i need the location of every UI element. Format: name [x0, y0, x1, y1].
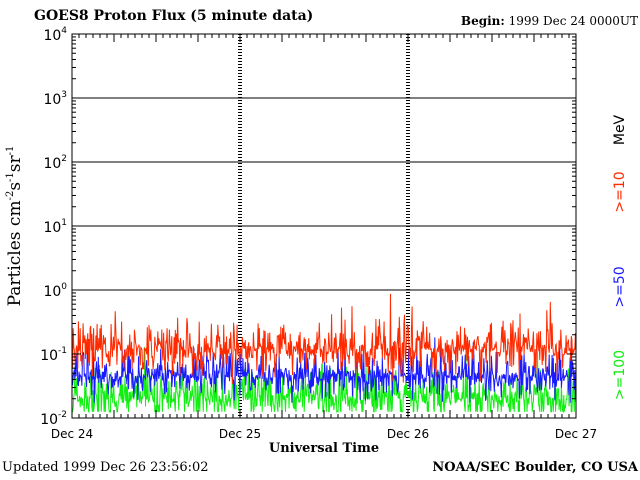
updated-label: Updated	[2, 460, 59, 475]
x-axis-label: Universal Time	[269, 441, 379, 456]
y-tick-label: 103	[43, 90, 67, 108]
updated-timestamp: Updated 1999 Dec 26 23:56:02	[2, 460, 209, 475]
credit-text: NOAA/SEC Boulder, CO USA	[432, 460, 638, 475]
y-tick-label: 10-2	[40, 410, 67, 428]
y-tick-label: 101	[43, 218, 67, 236]
y-axis-label: Particles cm-2s-1sr-1	[5, 146, 25, 307]
legend-label: >=10	[612, 171, 628, 212]
x-tick-label: Dec 25	[219, 427, 261, 441]
x-tick-label: Dec 24	[51, 427, 93, 441]
legend-label: >=50	[612, 266, 628, 307]
y-tick-label: 102	[43, 154, 67, 172]
x-tick-label: Dec 26	[387, 427, 429, 441]
y-tick-label: 104	[43, 26, 67, 44]
updated-value: 1999 Dec 26 23:56:02	[63, 460, 209, 475]
x-tick-label: Dec 27	[555, 427, 597, 441]
y-tick-label: 100	[43, 282, 67, 300]
unit-label: MeV	[612, 114, 628, 145]
legend-label: >=100	[612, 350, 628, 400]
y-tick-label: 10-1	[40, 346, 67, 364]
